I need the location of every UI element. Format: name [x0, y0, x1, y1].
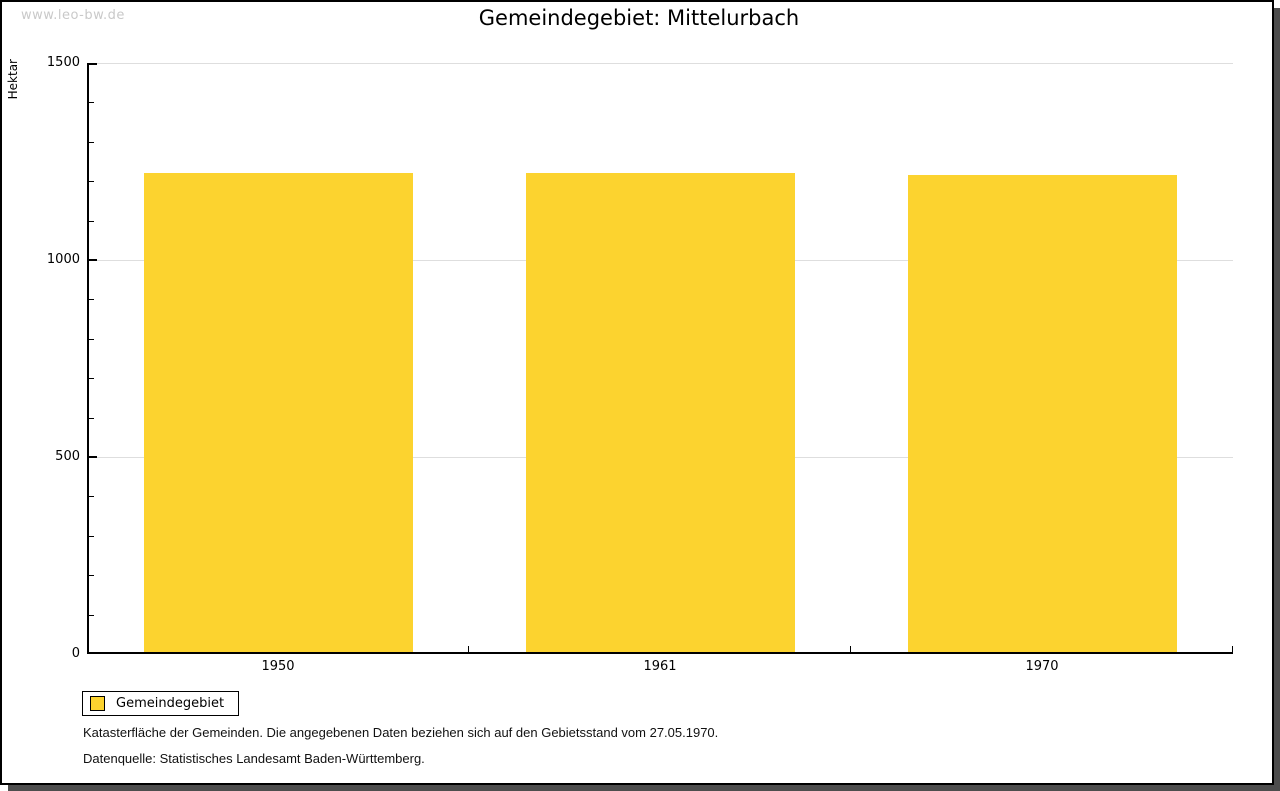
x-tick-label-1950: 1950: [261, 659, 295, 674]
x-tick-label-1970: 1970: [1025, 659, 1059, 674]
y-axis-title: Hektar: [6, 59, 20, 100]
legend-label: Gemeindegebiet: [116, 696, 225, 711]
y-tick-major-1500: [87, 63, 97, 65]
y-tick-minor-300: [89, 536, 94, 537]
x-axis-line: [87, 652, 1233, 654]
y-tick-label-1500: 1500: [46, 55, 80, 70]
footnote-data-source: Datenquelle: Statistisches Landesamt Bad…: [83, 751, 425, 766]
y-tick-minor-100: [89, 615, 94, 616]
y-tick-major-1000: [87, 259, 97, 261]
page-shadow-right: [1274, 8, 1280, 791]
bar-1950: [144, 173, 413, 652]
x-boundary-tick-2: [850, 646, 851, 652]
bar-1961: [526, 173, 795, 652]
y-tick-label-1000: 1000: [46, 252, 80, 267]
y-tick-label-500: 500: [55, 449, 80, 464]
bar-1970: [908, 175, 1177, 652]
y-axis-line: [87, 63, 89, 654]
y-tick-minor-900: [89, 299, 94, 300]
y-tick-major-500: [87, 456, 97, 458]
y-tick-label-0: 0: [71, 646, 80, 661]
chart-title: Gemeindegebiet: Mittelurbach: [478, 6, 800, 30]
gridline-1500: [87, 63, 1233, 64]
watermark: www.leo-bw.de: [21, 8, 125, 23]
y-tick-minor-600: [89, 418, 94, 419]
y-tick-minor-1100: [89, 221, 94, 222]
footnote-source-description: Katasterfläche der Gemeinden. Die angege…: [83, 725, 719, 740]
legend: Gemeindegebiet: [82, 691, 240, 716]
y-tick-minor-700: [89, 378, 94, 379]
x-boundary-tick-1: [468, 646, 469, 652]
y-tick-minor-1400: [89, 102, 94, 103]
y-tick-minor-1200: [89, 181, 94, 182]
x-boundary-tick-3: [1232, 646, 1233, 652]
y-tick-minor-1300: [89, 142, 94, 143]
page-shadow-bottom: [8, 785, 1280, 791]
y-tick-minor-800: [89, 339, 94, 340]
plot-area: [87, 63, 1233, 654]
legend-swatch-icon: [90, 696, 105, 711]
y-tick-minor-200: [89, 575, 94, 576]
y-tick-minor-400: [89, 496, 94, 497]
x-tick-label-1961: 1961: [643, 659, 677, 674]
